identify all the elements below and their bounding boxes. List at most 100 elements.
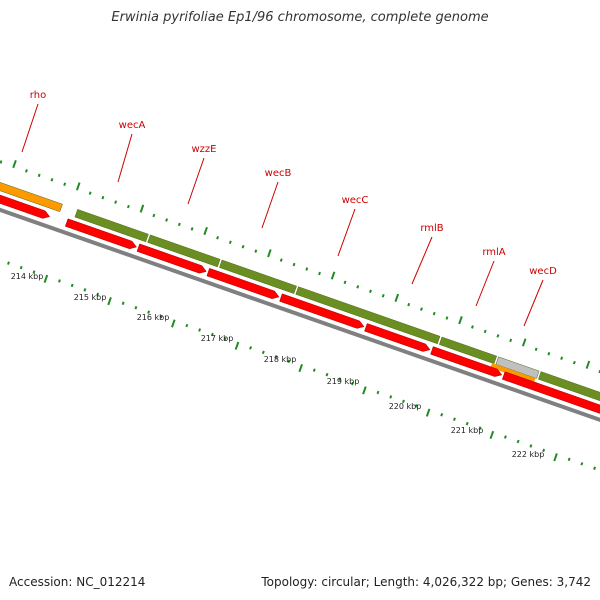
inner-tick (7, 261, 10, 265)
inner-tick (210, 332, 214, 337)
outer-tick (356, 285, 360, 289)
outer-tick (458, 316, 463, 325)
chromosome-backbone (0, 207, 600, 422)
outer-tick (37, 173, 41, 178)
inner-tick (96, 292, 100, 297)
outer-tick (547, 351, 551, 356)
outer-tick (407, 302, 411, 307)
reverse-feature (206, 267, 280, 299)
reverse-feature (64, 218, 137, 250)
inner-tick (185, 323, 189, 328)
gene-label-leader (523, 279, 544, 327)
outer-tick (560, 356, 564, 360)
gene-label-leader (411, 236, 433, 285)
inner-tick (83, 288, 87, 292)
inner-tick (198, 328, 202, 332)
inner-tick (389, 395, 393, 399)
inner-tick (580, 462, 584, 466)
inner-tick (489, 430, 495, 440)
map-title: Erwinia pyrifoliae Ep1/96 chromosome, co… (111, 10, 489, 25)
inner-tick (553, 453, 558, 462)
forward-feature (495, 356, 540, 379)
outer-tick (228, 240, 232, 244)
inner-tick (134, 305, 138, 310)
inner-tick (58, 279, 61, 283)
outer-tick (254, 249, 258, 253)
outer-tick (343, 280, 347, 285)
inner-tick (351, 381, 354, 386)
inner-tick (223, 337, 227, 341)
inner-tick (376, 390, 380, 395)
gene-label-wecC: wecC (342, 195, 369, 206)
inner-tick (171, 319, 176, 328)
inner-tick (234, 341, 240, 350)
genome-summary-text: Topology: circular; Length: 4,026,322 bp… (261, 575, 591, 589)
gene-label-leader (261, 181, 279, 229)
reverse-feature (501, 371, 600, 414)
outer-tick (126, 204, 130, 209)
kbp-label: 221 kbp (451, 426, 484, 435)
inner-tick (516, 439, 520, 444)
inner-tick (440, 413, 444, 417)
outer-tick (483, 329, 487, 334)
inner-tick (542, 448, 546, 453)
gene-label-rmlB: rmlB (420, 223, 443, 234)
inner-tick-ring (7, 261, 597, 471)
inner-tick (362, 386, 367, 395)
inner-tick (287, 359, 291, 363)
inner-tick (414, 404, 418, 408)
inner-tick (274, 355, 278, 359)
outer-tick (420, 307, 423, 311)
kbp-label: 214 kbp (11, 272, 44, 281)
accession-text: Accession: NC_012214 (9, 575, 146, 589)
inner-tick (465, 421, 469, 426)
kbp-label: 215 kbp (74, 293, 107, 302)
forward-feature (219, 259, 297, 294)
kbp-label: 218 kbp (264, 355, 297, 364)
outer-tick (241, 244, 245, 249)
outer-tick (521, 338, 527, 347)
outer-tick (509, 338, 513, 343)
kbp-label: 217 kbp (201, 334, 234, 343)
kbp-label: 222 kbp (512, 450, 545, 459)
kbp-label: 219 kbp (327, 377, 360, 386)
outer-tick (318, 271, 321, 276)
outer-tick (470, 325, 474, 329)
outer-tick (50, 178, 54, 182)
outer-tick (114, 200, 118, 204)
gene-label-leader (475, 260, 495, 307)
kbp-label: 216 kbp (137, 313, 170, 322)
inner-tick (43, 274, 49, 283)
backbone-line (0, 207, 600, 422)
gene-label-wecD: wecD (529, 266, 557, 277)
inner-tick (402, 399, 405, 404)
outer-tick (12, 159, 17, 169)
outer-tick (534, 347, 538, 352)
outer-tick (279, 258, 283, 262)
outer-tick (101, 195, 105, 200)
outer-tick (394, 293, 400, 302)
inner-tick (312, 368, 316, 372)
outer-tick (203, 226, 208, 236)
gene-label-leader (187, 157, 205, 205)
outer-tick (330, 271, 336, 280)
outer-tick (139, 204, 145, 213)
forward-feature (295, 286, 441, 345)
outer-tick (63, 182, 67, 187)
outer-tick (305, 267, 309, 271)
outer-tick (292, 262, 296, 267)
inner-tick (19, 265, 23, 270)
outer-tick (381, 294, 385, 298)
inner-tick (503, 435, 507, 439)
kbp-label-layer: 214 kbp 215 kbp 216 kbp 217 kbp 218 kbp 219 k… (11, 272, 545, 459)
reverse-feature (279, 293, 365, 329)
forward-feature (538, 371, 600, 402)
inner-tick (478, 426, 482, 430)
reverse-feature (0, 194, 51, 219)
inner-tick (32, 270, 36, 274)
inner-tick (453, 417, 456, 421)
outer-tick (445, 316, 449, 320)
gene-label-rmlA: rmlA (482, 247, 505, 258)
outer-tick (25, 169, 28, 173)
